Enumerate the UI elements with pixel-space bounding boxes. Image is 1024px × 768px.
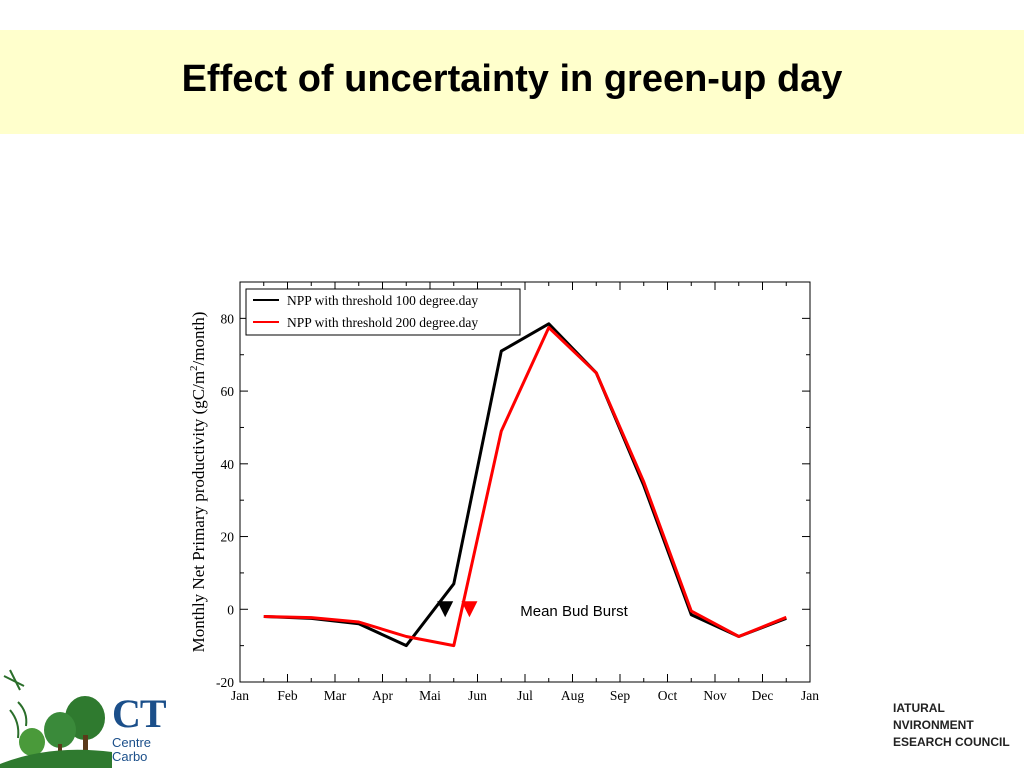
logo-left-line3: Carbo [112,749,148,764]
series-group [263,322,787,648]
series-line-2 [263,326,787,648]
y-axis: -20 0 20 40 60 80 [216,311,810,690]
logo-right-line2: NVIRONMENT [893,718,974,732]
nerc-logo: IATURAL NVIRONMENT ESEARCH COUNCIL [893,700,1024,760]
x-tick-label: Mar [324,688,347,703]
ctcd-logo: CT Centre Carbo [0,660,170,768]
plot-frame [239,281,811,683]
x-tick-label: Aug [561,688,584,703]
x-tick-label: Jun [468,688,487,703]
logo-left-line2: Centre [112,735,152,750]
x-tick-label: Jul [517,688,533,703]
page-title: Effect of uncertainty in green-up day [181,58,843,100]
logo-right-line1: IATURAL [893,701,945,715]
y-axis-label: Monthly Net Primary productivity (gC/m2/… [188,312,208,653]
legend-entry-2: NPP with threshold 200 degree.day [287,315,478,330]
logo-right-line3: ESEARCH COUNCIL [893,735,1010,749]
bud-burst-200-marker [461,601,478,618]
x-tick-label: Feb [277,688,298,703]
legend-entry-1: NPP with threshold 100 degree.day [287,293,478,308]
bud-burst-100-marker [437,601,454,618]
logo-left-acronym: CT [112,691,167,736]
x-tick-label: Jan [801,688,819,703]
x-tick-label: Apr [372,688,393,703]
title-band [0,30,1024,134]
tree-satellite-icon [0,669,112,768]
y-tick-label: 20 [221,530,235,545]
series-line-1 [263,322,787,648]
x-axis: Jan Feb Mar Apr Mai Jun Jul Aug Sep Oct Nov Dec Jan [231,282,819,703]
x-tick-label: Jan [231,688,249,703]
x-tick-label: Oct [658,688,678,703]
legend-box [245,288,521,336]
y-tick-label: 80 [221,311,235,326]
legend: NPP with threshold 100 degree.day NPP wi… [245,288,521,336]
x-tick-label: Sep [610,688,631,703]
logo-left-name: Centre Carbo [112,736,151,764]
y-tick-label: 40 [221,457,235,472]
x-tick-label: Nov [703,688,726,703]
y-tick-label: 0 [227,602,234,617]
y-tick-label: -20 [216,675,234,690]
annotation-mean-bud-burst: Mean Bud Burst [520,603,628,620]
y-tick-label: 60 [221,384,235,399]
markers-group [437,601,478,618]
x-tick-label: Mai [419,688,441,703]
x-tick-label: Dec [752,688,774,703]
